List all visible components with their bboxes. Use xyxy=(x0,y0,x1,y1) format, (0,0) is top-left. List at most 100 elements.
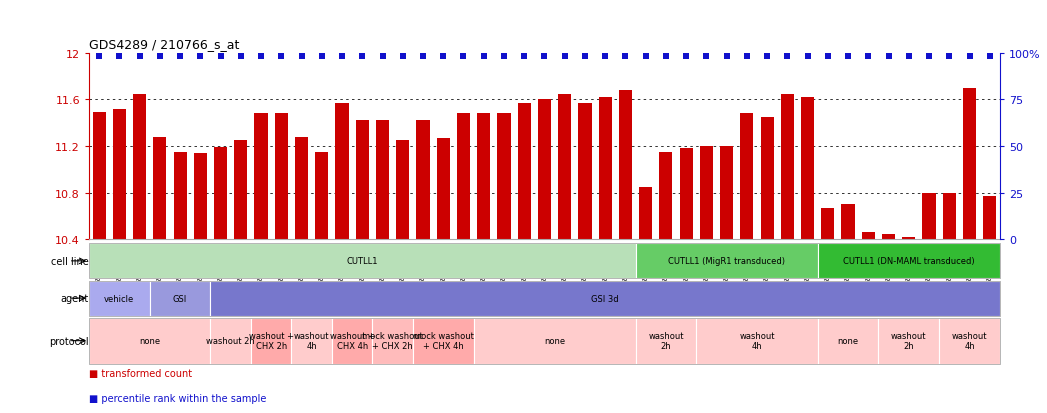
Bar xyxy=(903,237,915,240)
Point xyxy=(455,54,472,60)
Bar xyxy=(396,141,409,240)
Bar xyxy=(89,318,210,364)
Text: cell line: cell line xyxy=(51,256,89,266)
Point xyxy=(435,54,451,60)
Text: GDS4289 / 210766_s_at: GDS4289 / 210766_s_at xyxy=(89,38,240,51)
Text: washout
2h: washout 2h xyxy=(891,332,927,350)
Point xyxy=(617,54,633,60)
Bar xyxy=(417,121,429,240)
Point xyxy=(172,54,188,60)
Bar xyxy=(413,318,473,364)
Bar xyxy=(882,235,895,240)
Bar xyxy=(373,318,413,364)
Bar xyxy=(699,147,713,240)
Bar xyxy=(983,197,997,240)
Bar xyxy=(210,281,1000,316)
Point xyxy=(860,54,876,60)
Text: ■ transformed count: ■ transformed count xyxy=(89,368,192,378)
Bar xyxy=(194,154,207,240)
Point xyxy=(738,54,755,60)
Bar xyxy=(821,208,834,240)
Bar xyxy=(456,114,470,240)
Point xyxy=(192,54,208,60)
Bar xyxy=(680,149,693,240)
Text: washout 2h: washout 2h xyxy=(206,336,255,345)
Point xyxy=(252,54,269,60)
Bar xyxy=(619,91,632,240)
Bar xyxy=(376,121,389,240)
Text: CUTLL1 (MigR1 transduced): CUTLL1 (MigR1 transduced) xyxy=(668,257,785,266)
Text: CUTLL1 (DN-MAML transduced): CUTLL1 (DN-MAML transduced) xyxy=(843,257,975,266)
Bar xyxy=(818,244,1000,279)
Point xyxy=(759,54,776,60)
Point xyxy=(111,54,128,60)
Text: none: none xyxy=(544,336,565,345)
Point xyxy=(961,54,978,60)
Bar xyxy=(922,193,936,240)
Point xyxy=(354,54,371,60)
Bar xyxy=(696,318,818,364)
Text: protocol: protocol xyxy=(49,336,89,346)
Bar xyxy=(720,147,733,240)
Bar xyxy=(878,318,939,364)
Point xyxy=(131,54,148,60)
Bar xyxy=(291,318,332,364)
Text: washout
2h: washout 2h xyxy=(648,332,684,350)
Point xyxy=(981,54,998,60)
Point xyxy=(475,54,492,60)
Bar xyxy=(818,318,878,364)
Bar xyxy=(781,94,794,240)
Bar xyxy=(274,114,288,240)
Text: washout +
CHX 2h: washout + CHX 2h xyxy=(249,332,293,350)
Bar xyxy=(473,318,636,364)
Point xyxy=(840,54,856,60)
Text: none: none xyxy=(838,336,859,345)
Text: agent: agent xyxy=(61,293,89,304)
Bar xyxy=(538,100,551,240)
Point xyxy=(698,54,715,60)
Point xyxy=(516,54,533,60)
Bar xyxy=(963,88,976,240)
Point xyxy=(638,54,654,60)
Text: ■ percentile rank within the sample: ■ percentile rank within the sample xyxy=(89,393,266,403)
Point xyxy=(152,54,169,60)
Bar xyxy=(558,94,572,240)
Bar xyxy=(113,109,126,240)
Point xyxy=(91,54,108,60)
Point xyxy=(799,54,816,60)
Point xyxy=(900,54,917,60)
Point xyxy=(820,54,837,60)
Bar xyxy=(214,148,227,240)
Point xyxy=(677,54,694,60)
Point xyxy=(293,54,310,60)
Bar xyxy=(153,138,166,240)
Point xyxy=(374,54,391,60)
Bar xyxy=(210,318,251,364)
Bar xyxy=(295,138,308,240)
Bar xyxy=(636,244,818,279)
Point xyxy=(718,54,735,60)
Point xyxy=(941,54,958,60)
Point xyxy=(597,54,614,60)
Point xyxy=(395,54,411,60)
Point xyxy=(556,54,573,60)
Text: none: none xyxy=(139,336,160,345)
Point xyxy=(213,54,229,60)
Bar xyxy=(174,152,186,240)
Text: vehicle: vehicle xyxy=(105,294,134,303)
Bar xyxy=(497,114,511,240)
Text: mock washout
+ CHX 2h: mock washout + CHX 2h xyxy=(362,332,423,350)
Text: washout
4h: washout 4h xyxy=(952,332,987,350)
Text: CUTLL1: CUTLL1 xyxy=(347,257,378,266)
Bar xyxy=(842,205,854,240)
Text: washout +
CHX 4h: washout + CHX 4h xyxy=(330,332,375,350)
Bar xyxy=(939,318,1000,364)
Text: washout
4h: washout 4h xyxy=(294,332,330,350)
Point xyxy=(658,54,674,60)
Text: GSI: GSI xyxy=(173,294,187,303)
Point xyxy=(334,54,351,60)
Point xyxy=(232,54,249,60)
Bar xyxy=(578,104,592,240)
Bar xyxy=(517,104,531,240)
Point xyxy=(577,54,594,60)
